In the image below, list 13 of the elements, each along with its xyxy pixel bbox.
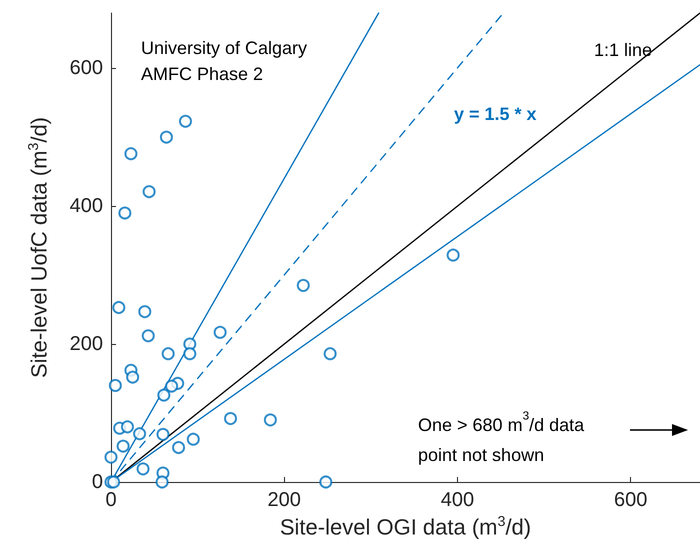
x-tick-label: 400 xyxy=(440,489,474,511)
text: AMFC Phase 2 xyxy=(141,64,264,84)
y-tick-label: 200 xyxy=(70,333,103,356)
x-tick-label: 0 xyxy=(105,489,117,511)
x-tick-label: 600 xyxy=(614,489,648,511)
x-tick-label: 200 xyxy=(268,489,301,511)
annotation: 1:1 line xyxy=(594,40,652,60)
y-tick-label: 0 xyxy=(92,471,103,493)
annotation: y = 1.5 * x xyxy=(454,104,537,124)
y-axis-title: Site-level UofC data (m3/d) xyxy=(26,116,52,378)
y-tick-label: 400 xyxy=(70,195,103,218)
text: University of Calgary xyxy=(141,38,308,58)
y-tick-label: 600 xyxy=(70,57,103,80)
